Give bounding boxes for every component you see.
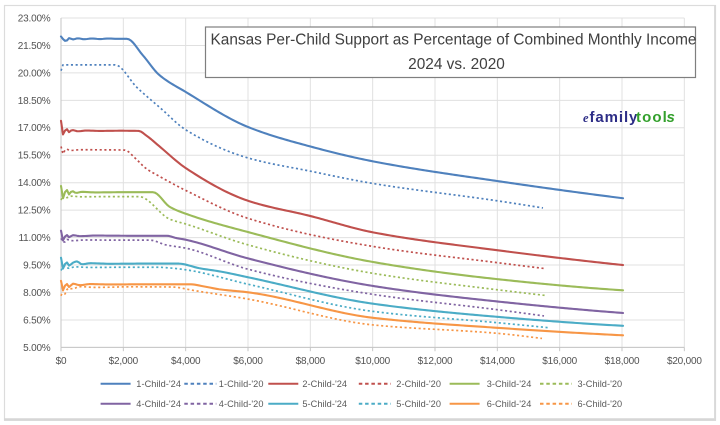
svg-text:$14,000: $14,000 bbox=[480, 356, 515, 367]
svg-text:$16,000: $16,000 bbox=[542, 356, 577, 367]
svg-text:tool: tool bbox=[636, 109, 668, 126]
svg-text:$2,000: $2,000 bbox=[109, 356, 139, 367]
svg-text:9.50%: 9.50% bbox=[23, 260, 51, 271]
svg-text:23.00%: 23.00% bbox=[18, 13, 51, 24]
svg-text:e: e bbox=[583, 111, 589, 125]
svg-text:18.50%: 18.50% bbox=[18, 96, 51, 107]
svg-text:$0: $0 bbox=[56, 356, 67, 367]
svg-text:$12,000: $12,000 bbox=[418, 356, 453, 367]
svg-text:8.00%: 8.00% bbox=[23, 288, 51, 299]
svg-text:12.50%: 12.50% bbox=[18, 206, 51, 217]
svg-text:20.00%: 20.00% bbox=[18, 68, 51, 79]
svg-text:3-Child-'20: 3-Child-'20 bbox=[578, 379, 623, 389]
svg-text:17.00%: 17.00% bbox=[18, 123, 51, 134]
svg-text:14.00%: 14.00% bbox=[18, 178, 51, 189]
svg-text:$18,000: $18,000 bbox=[605, 356, 640, 367]
svg-text:4-Child-'24: 4-Child-'24 bbox=[136, 399, 181, 409]
svg-text:$4,000: $4,000 bbox=[171, 356, 201, 367]
svg-text:6.50%: 6.50% bbox=[23, 315, 51, 326]
svg-text:3-Child-'24: 3-Child-'24 bbox=[487, 379, 532, 389]
svg-text:2-Child-'20: 2-Child-'20 bbox=[396, 379, 441, 389]
svg-text:11.00%: 11.00% bbox=[19, 233, 51, 244]
svg-text:2-Child-'24: 2-Child-'24 bbox=[302, 379, 347, 389]
svg-text:15.50%: 15.50% bbox=[18, 151, 51, 162]
svg-text:$10,000: $10,000 bbox=[355, 356, 390, 367]
svg-text:4-Child-'20: 4-Child-'20 bbox=[219, 399, 264, 409]
svg-text:Kansas Per-Child Support as Pe: Kansas Per-Child Support as Percentage o… bbox=[211, 31, 697, 48]
svg-text:2024 vs. 2020: 2024 vs. 2020 bbox=[408, 56, 505, 73]
svg-text:$8,000: $8,000 bbox=[296, 356, 326, 367]
svg-text:5.00%: 5.00% bbox=[23, 343, 51, 354]
svg-text:21.50%: 21.50% bbox=[18, 41, 51, 52]
svg-text:s: s bbox=[667, 109, 675, 126]
svg-text:$20,000: $20,000 bbox=[667, 356, 702, 367]
svg-text:1-Child-'20: 1-Child-'20 bbox=[219, 379, 264, 389]
svg-text:5-Child-'20: 5-Child-'20 bbox=[396, 399, 441, 409]
svg-text:5-Child-'24: 5-Child-'24 bbox=[302, 399, 347, 409]
svg-text:$6,000: $6,000 bbox=[233, 356, 263, 367]
svg-text:6-Child-'20: 6-Child-'20 bbox=[578, 399, 623, 409]
svg-text:1-Child-'24: 1-Child-'24 bbox=[136, 379, 181, 389]
svg-text:6-Child-'24: 6-Child-'24 bbox=[487, 399, 532, 409]
svg-text:family: family bbox=[590, 109, 639, 126]
